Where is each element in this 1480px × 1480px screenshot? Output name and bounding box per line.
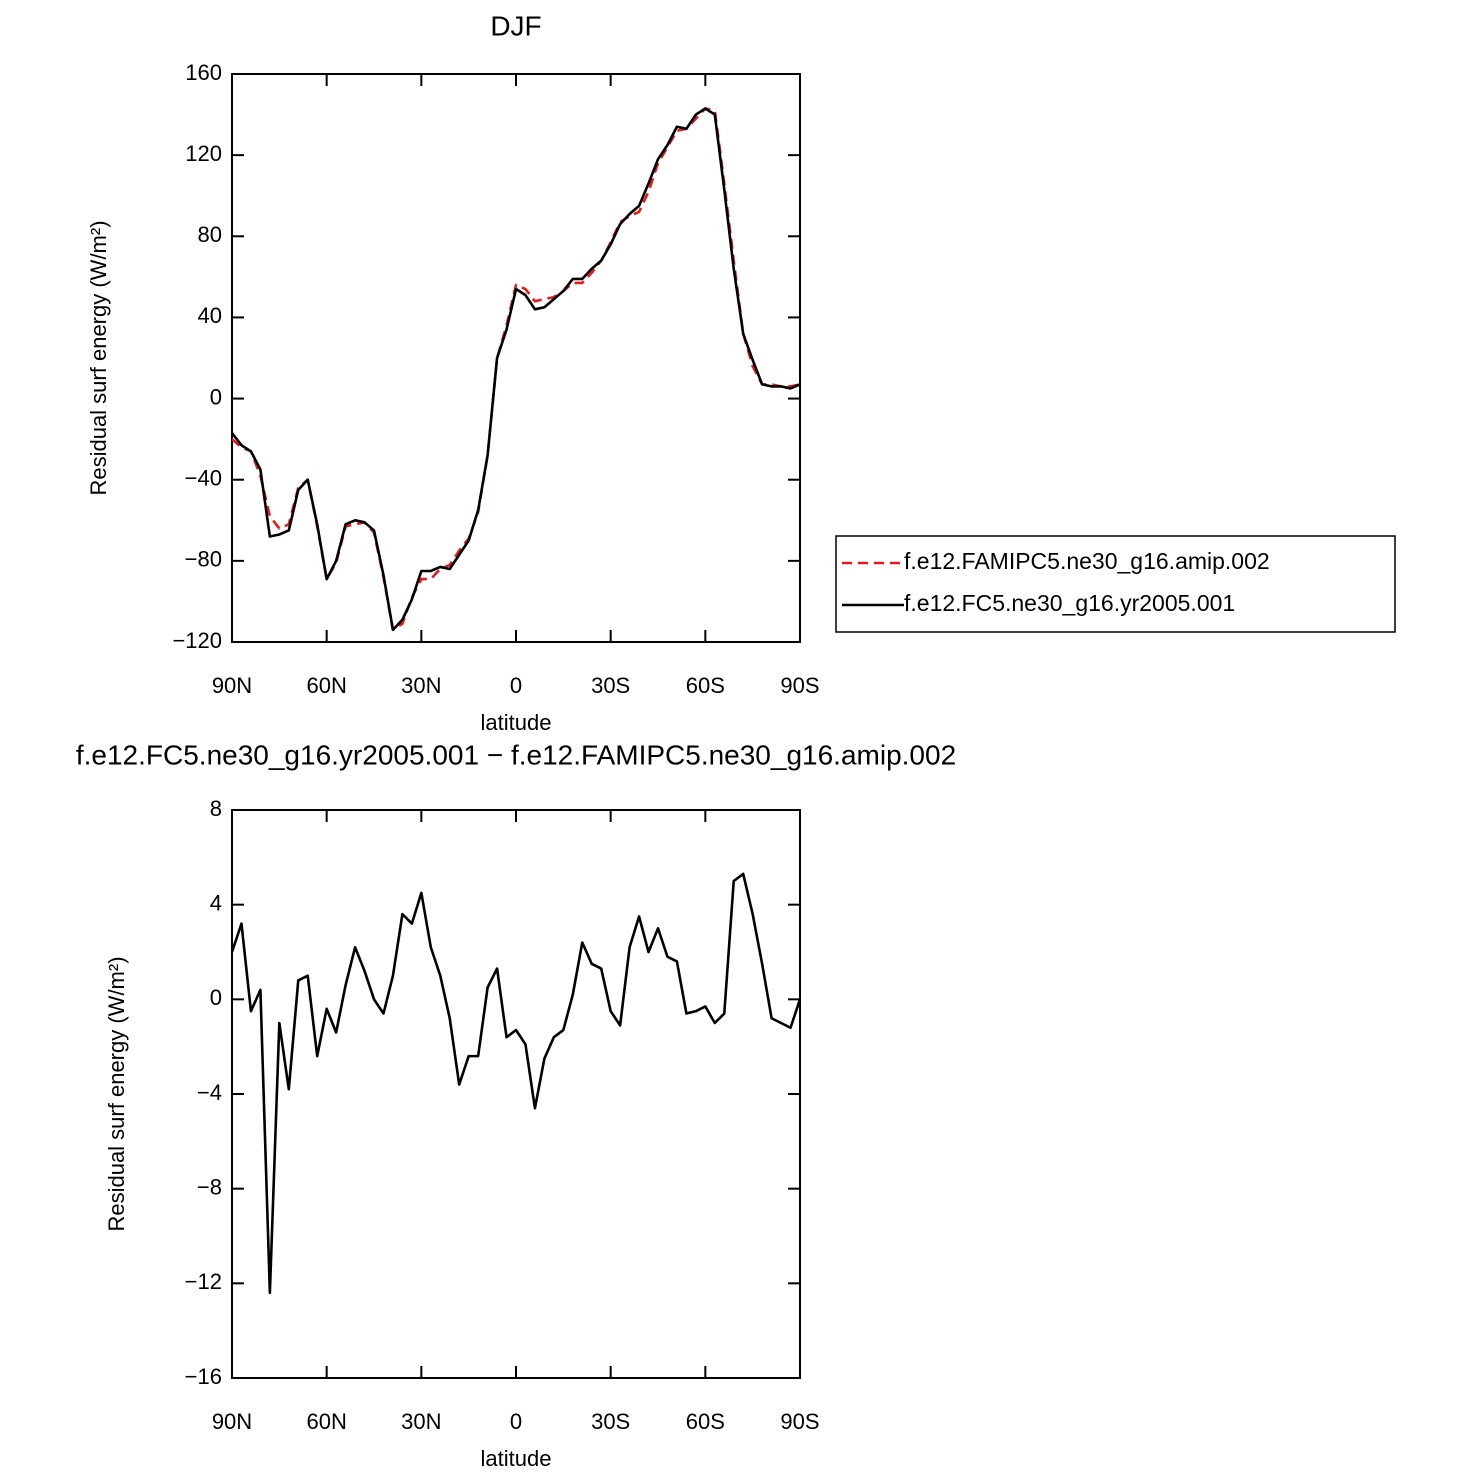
x-tick-label: 90S — [780, 673, 819, 698]
x-tick-label: 60N — [306, 673, 346, 698]
y-axis-label: Residual surf energy (W/m²) — [86, 220, 111, 495]
x-tick-label: 0 — [510, 673, 522, 698]
y-tick-label: 120 — [185, 141, 222, 166]
x-tick-label: 60S — [686, 673, 725, 698]
x-tick-label: 90N — [212, 1409, 252, 1434]
y-tick-label: 0 — [210, 985, 222, 1010]
chart-title: f.e12.FC5.ne30_g16.yr2005.001 − f.e12.FA… — [76, 739, 956, 770]
y-tick-label: 4 — [210, 890, 222, 915]
x-tick-label: 30S — [591, 1409, 630, 1434]
y-tick-label: −4 — [197, 1080, 222, 1105]
y-tick-label: 40 — [198, 303, 222, 328]
y-tick-label: −80 — [185, 547, 222, 572]
x-tick-label: 60N — [306, 1409, 346, 1434]
x-tick-label: 90S — [780, 1409, 819, 1434]
y-tick-label: −12 — [185, 1269, 222, 1294]
x-tick-label: 30N — [401, 673, 441, 698]
plot-frame — [231, 809, 801, 1379]
y-tick-label: 8 — [210, 796, 222, 821]
chart-title: DJF — [490, 10, 541, 41]
legend-box — [835, 535, 1396, 633]
x-tick-label: 60S — [686, 1409, 725, 1434]
x-axis-label: latitude — [481, 1446, 552, 1471]
x-tick-label: 30N — [401, 1409, 441, 1434]
legend-label: f.e12.FC5.ne30_g16.yr2005.001 — [904, 590, 1235, 616]
legend-label: f.e12.FAMIPC5.ne30_g16.amip.002 — [904, 548, 1270, 574]
x-tick-label: 90N — [212, 673, 252, 698]
y-tick-label: 160 — [185, 60, 222, 85]
y-tick-label: −120 — [172, 628, 222, 653]
y-tick-label: −16 — [185, 1364, 222, 1389]
y-tick-label: 0 — [210, 384, 222, 409]
y-tick-label: 80 — [198, 222, 222, 247]
y-tick-label: −40 — [185, 466, 222, 491]
y-tick-label: −8 — [197, 1174, 222, 1199]
x-tick-label: 30S — [591, 673, 630, 698]
x-tick-label: 0 — [510, 1409, 522, 1434]
x-axis-label: latitude — [481, 710, 552, 735]
data-line — [230, 107, 801, 632]
y-axis-label: Residual surf energy (W/m²) — [104, 956, 129, 1231]
data-line — [230, 872, 802, 1295]
plot-frame — [231, 73, 801, 643]
